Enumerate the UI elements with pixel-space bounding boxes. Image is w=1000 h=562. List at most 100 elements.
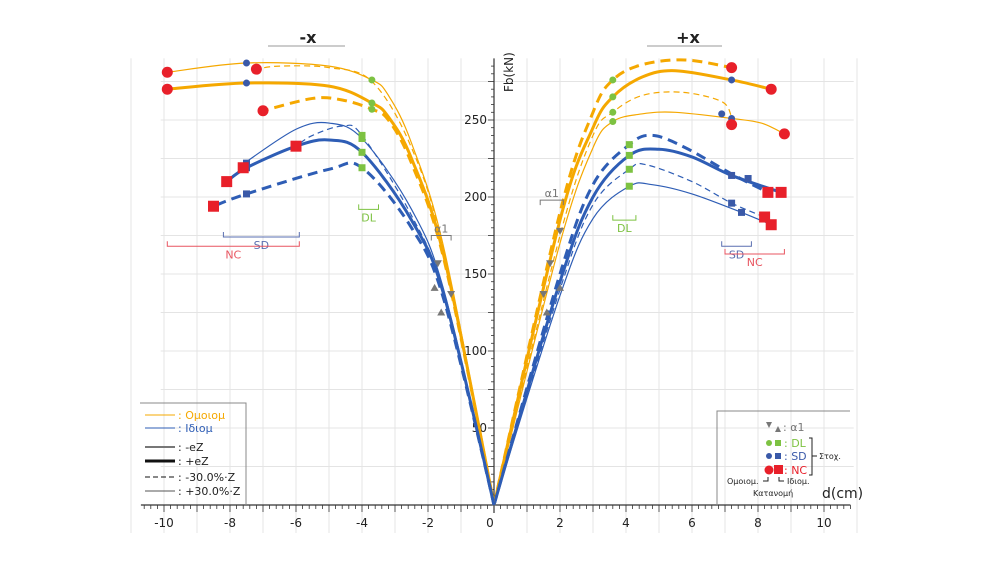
legend-label-omoiom-dist: Ομοιομ. bbox=[727, 477, 759, 486]
marker-a1-tri-up bbox=[542, 308, 551, 316]
marker-nc-circle bbox=[726, 119, 738, 131]
legend-label-omoiom: : Ομοιομ bbox=[178, 409, 225, 422]
bracket-label-sd: SD bbox=[729, 248, 744, 261]
legend-label-dl: : DL bbox=[784, 437, 807, 450]
marker-dl-square bbox=[358, 148, 366, 156]
x-tick-label: -6 bbox=[290, 516, 302, 530]
series-line-idiom-7 bbox=[493, 162, 765, 506]
marker-nc-circle bbox=[161, 83, 173, 95]
marker-sd-square bbox=[728, 199, 736, 207]
bracket-dl bbox=[612, 215, 637, 221]
legend-dl-circle-icon bbox=[766, 440, 772, 446]
legend-sd-circle-icon bbox=[766, 453, 772, 459]
series-line-idiom-15 bbox=[295, 124, 495, 506]
series-line-idiom-6 bbox=[493, 182, 772, 506]
legend-label-plus30: : +30.0%·Z bbox=[178, 485, 241, 498]
legend-label-minus30: : -30.0%·Z bbox=[178, 471, 236, 484]
marker-dl-circle bbox=[368, 105, 376, 113]
bracket-sd bbox=[721, 241, 752, 247]
series-line-omoiom-10 bbox=[167, 62, 495, 506]
marker-a1-tri-down bbox=[447, 291, 456, 299]
legend-a1-down-icon bbox=[766, 422, 772, 428]
marker-nc-square bbox=[775, 186, 787, 198]
legend-label-idiom-dist: Ιδιομ. bbox=[787, 477, 810, 486]
y-tick-label: 100 bbox=[464, 344, 487, 358]
marker-sd-circle bbox=[243, 79, 250, 87]
legend-left: : Ομοιομ : Ιδιομ : -eZ : +eZ : -30.0%·Z … bbox=[140, 402, 247, 505]
series-line-idiom-13 bbox=[212, 161, 496, 506]
x-tick-label: 4 bbox=[622, 516, 630, 530]
bracket-a1 bbox=[430, 235, 452, 241]
series-line-omoiom-9 bbox=[262, 96, 496, 506]
series-line-omoiom-11 bbox=[256, 65, 495, 506]
marker-sd-square bbox=[738, 208, 745, 216]
marker-sd-circle bbox=[243, 59, 250, 67]
title-left: -x bbox=[300, 28, 318, 47]
marker-sd-circle bbox=[718, 110, 726, 118]
series-line-omoiom-2 bbox=[493, 111, 785, 506]
marker-nc-circle bbox=[726, 62, 738, 74]
series-line-omoiom-3 bbox=[493, 91, 733, 506]
y-axis-label: Fb(kN) bbox=[502, 52, 516, 92]
x-tick-label: -10 bbox=[154, 516, 174, 530]
marker-sd-square bbox=[728, 171, 736, 179]
marker-a1-tri-down bbox=[546, 260, 555, 268]
legend-a1-up-icon bbox=[775, 426, 781, 432]
x-tick-label: 2 bbox=[556, 516, 564, 530]
legend-label-nc: : NC bbox=[784, 464, 807, 477]
series-line-omoiom-8 bbox=[167, 81, 496, 506]
bracket-nc bbox=[166, 241, 300, 247]
bracket-label-sd: SD bbox=[254, 239, 269, 252]
bracket-label-dl: DL bbox=[617, 222, 632, 235]
legend-label-plus-ez: : +eZ bbox=[178, 455, 209, 468]
y-tick-label: 200 bbox=[464, 190, 487, 204]
series-line-omoiom-0 bbox=[492, 69, 772, 506]
markers-layer bbox=[161, 59, 790, 316]
marker-sd-square bbox=[744, 175, 752, 183]
marker-nc-circle bbox=[257, 105, 269, 117]
marker-dl-square bbox=[358, 164, 366, 172]
legend-label-minus-ez: : -eZ bbox=[178, 441, 204, 454]
marker-dl-circle bbox=[368, 76, 376, 84]
legend-sd-square-icon bbox=[775, 453, 781, 459]
marker-dl-circle bbox=[609, 108, 617, 116]
marker-dl-square bbox=[625, 141, 633, 149]
marker-sd-circle bbox=[728, 76, 736, 84]
marker-nc-square bbox=[237, 162, 249, 174]
marker-a1-tri-up bbox=[430, 283, 439, 291]
marker-nc-square bbox=[290, 140, 302, 152]
marker-a1-tri-down bbox=[433, 260, 442, 268]
x-tick-label: -2 bbox=[422, 516, 434, 530]
marker-dl-circle bbox=[368, 99, 376, 107]
y-tick-label: 250 bbox=[464, 113, 487, 127]
marker-nc-circle bbox=[765, 83, 777, 95]
marker-a1-tri-down bbox=[556, 227, 564, 235]
x-axis-label: d(cm) bbox=[822, 486, 863, 502]
marker-dl-circle bbox=[609, 93, 617, 101]
legend-label-distribution: Κατανομή bbox=[753, 489, 793, 498]
marker-nc-square bbox=[221, 176, 233, 188]
marker-a1-tri-up bbox=[556, 283, 564, 291]
marker-nc-square bbox=[208, 200, 219, 212]
bracket-label-dl: DL bbox=[361, 211, 376, 224]
marker-a1-tri-down bbox=[539, 291, 548, 299]
x-tick-label: 10 bbox=[816, 516, 831, 530]
legend-label-sd: : SD bbox=[784, 450, 807, 463]
marker-dl-square bbox=[358, 131, 366, 139]
marker-nc-circle bbox=[778, 128, 790, 140]
bracket-label-nc: NC bbox=[225, 248, 241, 261]
marker-nc-square bbox=[765, 219, 777, 231]
legend-label-idiom: : Ιδιομ bbox=[178, 422, 213, 435]
marker-dl-square bbox=[625, 165, 633, 173]
marker-nc-circle bbox=[250, 63, 262, 75]
marker-nc-circle bbox=[161, 66, 173, 78]
bracket-label-a1: α1 bbox=[434, 223, 448, 236]
x-tick-label: 6 bbox=[688, 516, 696, 530]
series-line-idiom-12 bbox=[225, 138, 496, 506]
legend-nc-square-icon bbox=[774, 465, 783, 474]
x-tick-label: -8 bbox=[224, 516, 236, 530]
marker-dl-circle bbox=[609, 118, 617, 126]
marker-dl-square bbox=[625, 182, 633, 190]
y-tick-label: 150 bbox=[464, 267, 487, 281]
